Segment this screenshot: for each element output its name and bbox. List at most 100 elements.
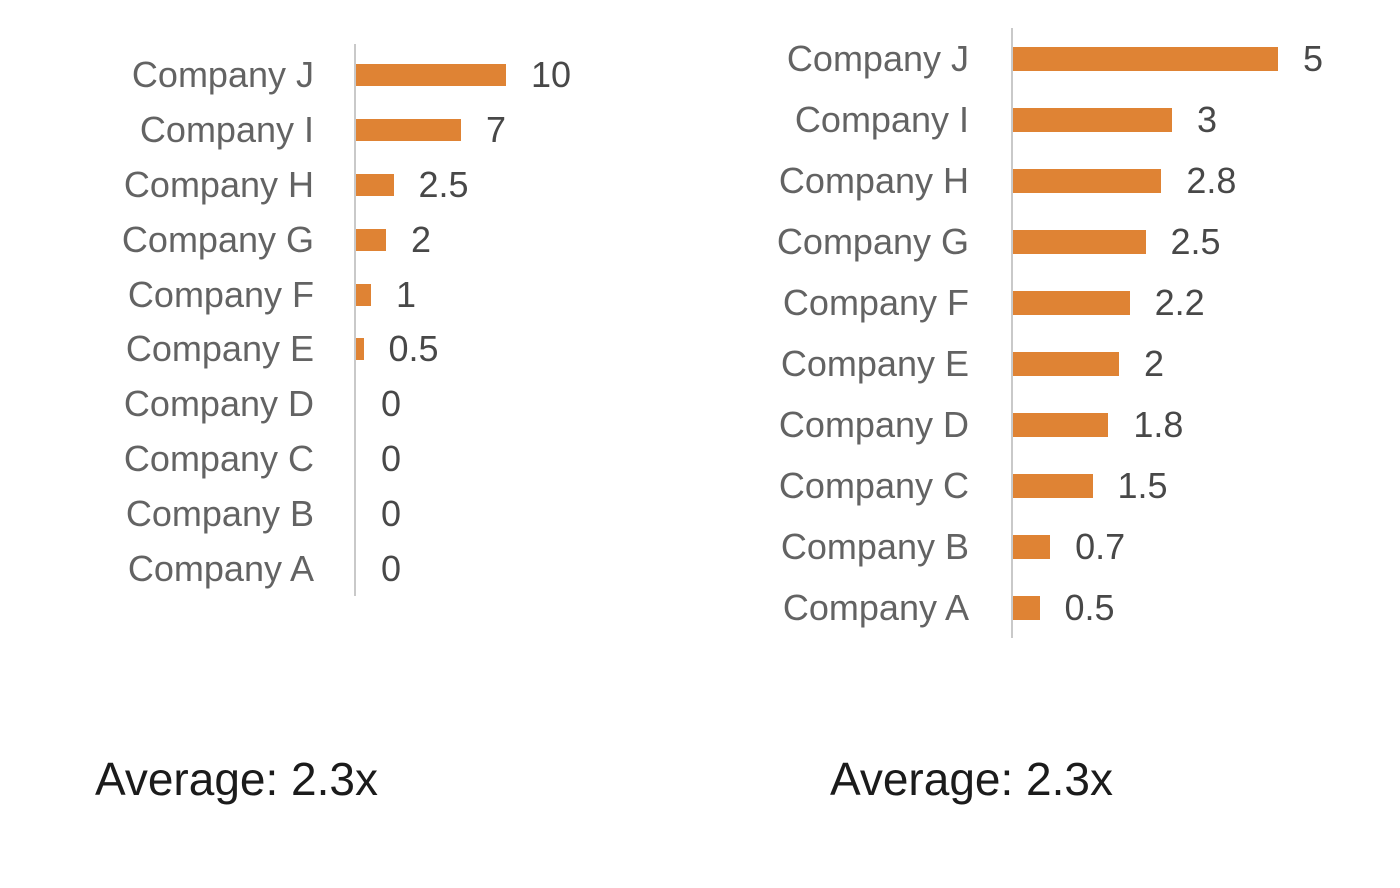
bar (356, 64, 506, 87)
value-label: 3 (1197, 98, 1218, 140)
category-label: Company H (123, 163, 314, 205)
value-label: 10 (531, 54, 572, 96)
chart-row: Company B 0 (60, 486, 640, 541)
value-label: 1.5 (1117, 464, 1168, 506)
average-annotation-left: Average: 2.3x (95, 753, 379, 805)
chart-row: Company I 7 (60, 103, 640, 158)
value-label: 2 (1144, 342, 1165, 384)
bar (1013, 168, 1162, 193)
chart-rows: Company J 5 Company I 3 Company H 2.8 Company … (770, 28, 1390, 638)
bar-area: 2 (1011, 333, 1390, 394)
value-label: 2.8 (1186, 159, 1237, 201)
value-label: 0 (381, 492, 402, 534)
value-label: 0.5 (1064, 586, 1115, 628)
bar (356, 283, 371, 306)
chart-row: Company D 0 (60, 377, 640, 432)
value-label: 2 (411, 218, 432, 260)
value-label: 0 (381, 437, 402, 479)
bar-area: 0 (354, 377, 640, 432)
category-label: Company I (794, 98, 969, 140)
category-label: Company J (786, 37, 969, 79)
bar-area: 0.5 (1011, 577, 1390, 638)
chart-row: Company E 0.5 (60, 322, 640, 377)
bar (1013, 46, 1278, 71)
chart-row: Company G 2 (60, 212, 640, 267)
category-label: Company C (778, 464, 969, 506)
bar-area: 1.5 (1011, 455, 1390, 516)
bar-area: 2.2 (1011, 272, 1390, 333)
bar-area: 10 (354, 48, 640, 103)
value-label: 0.7 (1075, 525, 1126, 567)
chart-row: Company G 2.5 (770, 211, 1390, 272)
bar (1013, 351, 1119, 376)
chart-row: Company C 1.5 (770, 455, 1390, 516)
bar (356, 119, 461, 142)
category-label: Company A (127, 547, 314, 589)
category-label: Company B (780, 525, 969, 567)
bar-area: 0 (354, 541, 640, 596)
chart-row: Company F 2.2 (770, 272, 1390, 333)
category-label: Company H (778, 159, 969, 201)
bar (356, 338, 364, 361)
category-label: Company I (139, 109, 314, 151)
category-label: Company J (131, 54, 314, 96)
bar (1013, 229, 1146, 254)
category-label: Company E (125, 328, 314, 370)
category-label: Company D (778, 403, 969, 445)
chart-row: Company J 5 (770, 28, 1390, 89)
bar-area: 1 (354, 267, 640, 322)
value-label: 0 (381, 547, 402, 589)
bar-area: 0 (354, 432, 640, 487)
value-label: 2.2 (1154, 281, 1205, 323)
bar-area: 0 (354, 486, 640, 541)
bar-area: 0.7 (1011, 516, 1390, 577)
value-label: 0.5 (388, 328, 439, 370)
value-label: 2.5 (1170, 220, 1221, 262)
chart-row: Company C 0 (60, 432, 640, 487)
chart-row: Company A 0 (60, 541, 640, 596)
value-label: 5 (1303, 37, 1324, 79)
bar (356, 173, 394, 196)
bar-area: 2 (354, 212, 640, 267)
bar-area: 3 (1011, 89, 1390, 150)
value-label: 7 (486, 109, 507, 151)
bar-area: 2.8 (1011, 150, 1390, 211)
bar (1013, 534, 1051, 559)
bar-chart-left: Company J 10 Company I 7 Company H 2.5 Company… (60, 44, 640, 596)
bar (1013, 595, 1040, 620)
category-label: Company F (782, 281, 969, 323)
bar (1013, 412, 1109, 437)
category-label: Company B (125, 492, 314, 534)
chart-row: Company H 2.5 (60, 158, 640, 213)
bar-area: 5 (1011, 28, 1390, 89)
category-axis-line (1011, 28, 1013, 638)
average-annotation-right: Average: 2.3x (830, 753, 1114, 805)
value-label: 2.5 (418, 163, 469, 205)
chart-row: Company B 0.7 (770, 516, 1390, 577)
bar-area: 2.5 (354, 158, 640, 213)
chart-row: Company A 0.5 (770, 577, 1390, 638)
bar-area: 7 (354, 103, 640, 158)
bar-area: 2.5 (1011, 211, 1390, 272)
chart-row: Company I 3 (770, 89, 1390, 150)
bar (1013, 290, 1130, 315)
chart-row: Company F 1 (60, 267, 640, 322)
category-label: Company C (123, 437, 314, 479)
chart-row: Company J 10 (60, 48, 640, 103)
chart-row: Company H 2.8 (770, 150, 1390, 211)
bar-area: 1.8 (1011, 394, 1390, 455)
chart-row: Company D 1.8 (770, 394, 1390, 455)
value-label: 0 (381, 383, 402, 425)
value-label: 1.8 (1133, 403, 1184, 445)
value-label: 1 (396, 273, 417, 315)
bar (1013, 473, 1093, 498)
category-label: Company G (121, 218, 314, 260)
category-label: Company G (776, 220, 969, 262)
category-label: Company D (123, 383, 314, 425)
category-label: Company E (780, 342, 969, 384)
chart-row: Company E 2 (770, 333, 1390, 394)
category-axis-line (354, 44, 356, 596)
category-label: Company F (127, 273, 314, 315)
category-label: Company A (782, 586, 969, 628)
